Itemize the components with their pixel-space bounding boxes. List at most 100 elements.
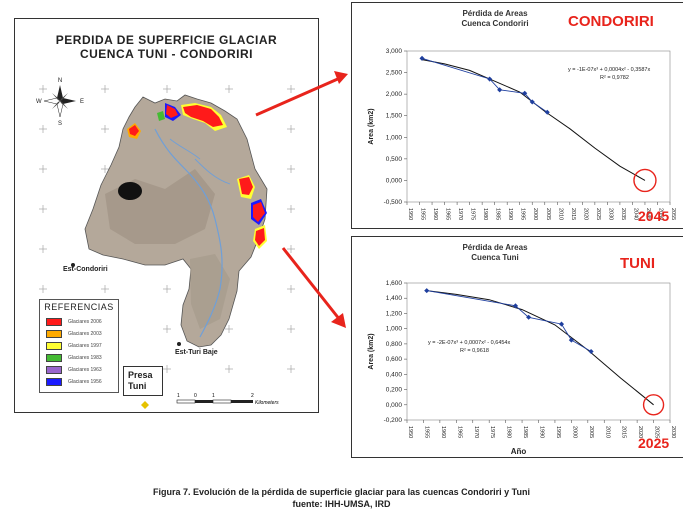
x-tick-label: 1960 bbox=[440, 426, 446, 438]
y-tick-label: 0,500 bbox=[386, 156, 403, 163]
scale-ticks: 1 0 1 2 bbox=[177, 393, 297, 401]
river-line bbox=[154, 128, 223, 338]
x-tick-label: 2040 bbox=[632, 208, 638, 220]
x-tick-label: 1985 bbox=[495, 208, 501, 220]
legend-label: Glaciares 1963 bbox=[68, 367, 102, 373]
data-point bbox=[424, 288, 430, 294]
x-tick-label: 2010 bbox=[604, 426, 610, 438]
north-arrow-icon: N S E W bbox=[36, 78, 84, 127]
x-tick-label: 2050 bbox=[657, 208, 663, 220]
x-tick-label: 1975 bbox=[470, 208, 476, 220]
label-est-tuni: Est-Turi Baje bbox=[175, 349, 218, 356]
y-tick-label: 1,500 bbox=[386, 113, 403, 120]
chart2-plot: 1,600 1,400 1,200 1,000 0,800 0,600 0,400 0,200… bbox=[368, 280, 676, 456]
caption-line1: Figura 7. Evolución de la pérdida de sup… bbox=[153, 487, 530, 497]
observed-series-line bbox=[426, 290, 592, 352]
x-tick-label: 1995 bbox=[555, 426, 561, 438]
legend-title: REFERENCIAS bbox=[44, 302, 114, 312]
x-tick-label: 2005 bbox=[588, 426, 594, 438]
legend-label: Glaciares 1956 bbox=[68, 379, 102, 385]
legend-references: REFERENCIAS Glaciares 2006 Glaciares 2003… bbox=[39, 299, 119, 393]
x-tick-label: 2055 bbox=[670, 208, 676, 220]
scale-tick: 0 bbox=[194, 393, 197, 399]
figure-caption: Figura 7. Evolución de la pérdida de sup… bbox=[0, 486, 683, 510]
x-axis-label: Año bbox=[511, 447, 527, 456]
y-tick-label: 0,600 bbox=[386, 356, 403, 363]
x-tick-label: 1965 bbox=[456, 426, 462, 438]
y-tick-label: 3,000 bbox=[386, 48, 403, 55]
x-tick-label: 1950 bbox=[407, 426, 413, 438]
arrow-to-tuni bbox=[281, 247, 346, 328]
legend-label: Glaciares 2003 bbox=[68, 331, 102, 337]
presa-line2: Tuni bbox=[128, 381, 147, 391]
glacier-map-panel: PERDIDA DE SUPERFICIE GLACIAR CUENCA TUN… bbox=[14, 18, 319, 413]
y-tick-label: 2,000 bbox=[386, 91, 403, 98]
caption-line2: fuente: IHH-UMSA, IRD bbox=[292, 499, 391, 509]
chart-condoriri: Pérdida de Areas Cuenca Condoriri CONDOR… bbox=[351, 2, 683, 229]
plot-frame bbox=[406, 282, 671, 421]
x-tick-label: 2000 bbox=[571, 426, 577, 438]
x-tick-label: 1965 bbox=[445, 208, 451, 220]
presa-line1: Presa bbox=[128, 370, 153, 380]
legend-swatch bbox=[46, 342, 62, 350]
svg-text:E: E bbox=[80, 99, 84, 105]
chart2-basin-label: TUNI bbox=[620, 255, 655, 272]
y-tick-label: 2,500 bbox=[386, 70, 403, 77]
x-tick-label: 2025 bbox=[595, 208, 601, 220]
label-est-condoriri: Est-Condoriri bbox=[63, 266, 108, 273]
svg-text:N: N bbox=[58, 78, 62, 84]
trend-equation: y = -1E-07x³ + 0,0004x² - 0,3587x bbox=[568, 67, 650, 73]
zero-crossing-marker bbox=[642, 394, 665, 416]
x-tick-label: 2025 bbox=[654, 426, 660, 438]
scale-label: Kilometers bbox=[255, 400, 279, 406]
trend-line bbox=[426, 290, 654, 406]
x-tick-label: 1950 bbox=[407, 208, 413, 220]
arrow-to-condoriri bbox=[255, 71, 348, 117]
y-tick-label: 0,800 bbox=[386, 341, 403, 348]
y-tick-label: -0,500 bbox=[384, 199, 403, 206]
dam-marker bbox=[141, 401, 149, 409]
observed-series-line bbox=[421, 57, 548, 113]
y-tick-label: 1,600 bbox=[386, 280, 403, 287]
svg-text:W: W bbox=[36, 99, 42, 105]
data-point bbox=[558, 321, 565, 327]
y-tick-label: 1,400 bbox=[386, 295, 403, 302]
svg-text:S: S bbox=[58, 121, 62, 127]
legend-label: Glaciares 2006 bbox=[68, 319, 102, 325]
y-tick-label: 0,000 bbox=[386, 177, 403, 184]
legend-swatch bbox=[46, 318, 62, 326]
chart1-subtitle: Cuenca Condoriri bbox=[461, 19, 529, 28]
x-tick-label: 1995 bbox=[520, 208, 526, 220]
chart2-zero-year: 2025 bbox=[638, 435, 670, 451]
x-tick-label: 1990 bbox=[539, 426, 545, 438]
x-tick-label: 1955 bbox=[420, 208, 426, 220]
legend-swatch bbox=[46, 378, 62, 386]
chart2-title-line: Pérdida de Areas bbox=[462, 243, 528, 252]
data-point bbox=[568, 337, 574, 343]
y-tick-label: 1,200 bbox=[386, 310, 403, 317]
presa-tuni-label: Presa Tuni bbox=[123, 366, 163, 396]
chart-tuni: Pérdida de Areas Cuenca Tuni TUNI 1,600 1… bbox=[351, 236, 683, 458]
legend-label: Glaciares 1983 bbox=[68, 355, 102, 361]
legend-label: Glaciares 1997 bbox=[68, 343, 102, 349]
x-tick-label: 2030 bbox=[670, 426, 676, 438]
x-tick-label: 2010 bbox=[557, 208, 563, 220]
data-point bbox=[497, 87, 503, 93]
x-tick-label: 1980 bbox=[506, 426, 512, 438]
trend-r2: R² = 0,9782 bbox=[600, 75, 629, 81]
x-tick-label: 1985 bbox=[522, 426, 528, 438]
chart1-plot: 3,000 2,500 2,000 1,500 1,000 0,500 0,000 -0,50… bbox=[368, 48, 676, 220]
chart1-zero-year: 2045 bbox=[638, 208, 670, 224]
trend-r2: R² = 0,9618 bbox=[460, 348, 489, 354]
legend-swatch bbox=[46, 366, 62, 374]
x-tick-label: 1970 bbox=[457, 208, 463, 220]
y-tick-label: 0,000 bbox=[386, 402, 403, 409]
scale-tick: 1 bbox=[177, 393, 180, 399]
x-tick-label: 1975 bbox=[489, 426, 495, 438]
scale-tick: 1 bbox=[212, 393, 215, 399]
x-tick-label: 1970 bbox=[473, 426, 479, 438]
y-tick-label: 0,200 bbox=[386, 387, 403, 394]
x-tick-label: 2020 bbox=[582, 208, 588, 220]
x-tick-label: 1990 bbox=[507, 208, 513, 220]
